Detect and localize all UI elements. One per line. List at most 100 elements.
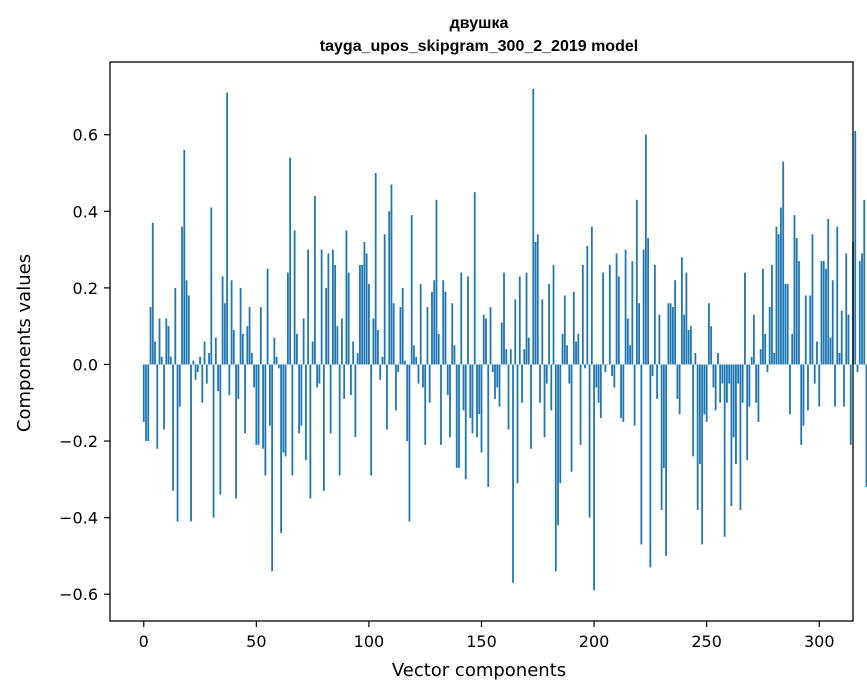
y-axis: −0.6 −0.4 −0.2 0.0 0.2 0.4 0.6 bbox=[59, 126, 110, 604]
bar-181 bbox=[550, 364, 553, 411]
bar-194 bbox=[579, 364, 582, 445]
bar-232 bbox=[665, 364, 668, 556]
bar-67 bbox=[293, 230, 296, 365]
bar-34 bbox=[219, 364, 222, 495]
x-axis: 0 50 100 150 200 250 300 bbox=[139, 621, 835, 651]
bar-77 bbox=[316, 364, 319, 388]
bar-231 bbox=[662, 364, 665, 468]
bar-109 bbox=[388, 211, 391, 365]
bar-280 bbox=[773, 352, 776, 365]
bar-110 bbox=[390, 184, 393, 365]
chart-title: двушка bbox=[450, 15, 509, 32]
bar-118 bbox=[408, 364, 411, 522]
bar-204 bbox=[602, 272, 604, 365]
bar-265 bbox=[739, 364, 742, 510]
bar-70 bbox=[300, 364, 303, 426]
bar-281 bbox=[775, 226, 778, 365]
bar-284 bbox=[782, 161, 785, 365]
bar-300 bbox=[818, 364, 821, 407]
bar-152 bbox=[485, 318, 487, 365]
bar-117 bbox=[406, 364, 409, 442]
bar-130 bbox=[435, 199, 438, 365]
bar-73 bbox=[307, 249, 310, 365]
bar-207 bbox=[608, 264, 611, 365]
bar-225 bbox=[649, 364, 652, 568]
bar-190 bbox=[570, 364, 573, 472]
bar-223 bbox=[644, 134, 647, 365]
bar-133 bbox=[442, 280, 445, 365]
bar-43 bbox=[239, 287, 242, 365]
bar-224 bbox=[647, 238, 650, 365]
bar-241 bbox=[685, 272, 688, 365]
bar-26 bbox=[201, 364, 204, 403]
plot-frame bbox=[109, 61, 854, 622]
bar-91 bbox=[347, 272, 350, 365]
bar-254 bbox=[714, 364, 717, 411]
bar-297 bbox=[811, 234, 814, 365]
bar-213 bbox=[622, 364, 625, 422]
bar-179 bbox=[545, 364, 548, 384]
bar-155 bbox=[491, 364, 494, 373]
bar-138 bbox=[453, 345, 456, 365]
bar-239 bbox=[680, 257, 683, 365]
bar-271 bbox=[753, 314, 755, 365]
bar-80 bbox=[322, 364, 325, 491]
y-tick-label: −0.6 bbox=[59, 585, 98, 604]
bar-266 bbox=[741, 364, 744, 403]
bar-249 bbox=[703, 364, 706, 415]
bar-192 bbox=[575, 341, 577, 365]
bar-20 bbox=[187, 295, 190, 365]
bar-209 bbox=[613, 364, 616, 388]
bar-53 bbox=[262, 364, 264, 449]
y-tick-label: −0.2 bbox=[59, 432, 98, 451]
bar-69 bbox=[298, 364, 301, 434]
bar-310 bbox=[840, 310, 843, 365]
bar-139 bbox=[455, 364, 458, 468]
bar-107 bbox=[383, 234, 386, 365]
bar-86 bbox=[336, 326, 339, 365]
bar-13 bbox=[172, 364, 174, 491]
bar-84 bbox=[332, 249, 334, 365]
bar-51 bbox=[257, 364, 260, 445]
bar-229 bbox=[658, 314, 661, 365]
bar-262 bbox=[732, 364, 735, 438]
bar-222 bbox=[642, 249, 645, 365]
bar-211 bbox=[617, 276, 620, 365]
bar-173 bbox=[532, 88, 535, 365]
bar-293 bbox=[802, 364, 805, 426]
bar-311 bbox=[843, 364, 845, 407]
bar-72 bbox=[304, 364, 307, 461]
bar-221 bbox=[640, 364, 643, 545]
bar-217 bbox=[631, 261, 634, 365]
bar-31 bbox=[212, 364, 215, 518]
bar-235 bbox=[671, 307, 674, 365]
bar-35 bbox=[221, 276, 224, 365]
bar-260 bbox=[728, 364, 731, 384]
bar-168 bbox=[521, 364, 523, 403]
bar-247 bbox=[699, 364, 701, 465]
bar-212 bbox=[620, 364, 622, 419]
x-tick-label: 250 bbox=[691, 632, 722, 651]
bar-157 bbox=[496, 364, 499, 388]
bar-134 bbox=[444, 291, 447, 365]
bar-137 bbox=[451, 303, 454, 365]
bar-148 bbox=[476, 364, 478, 438]
bar-183 bbox=[554, 364, 557, 572]
bar-208 bbox=[611, 364, 613, 376]
bar-316 bbox=[854, 130, 857, 365]
bar-255 bbox=[717, 352, 719, 365]
bar-23 bbox=[194, 364, 197, 380]
x-axis-label: Vector components bbox=[392, 660, 566, 681]
bar-7 bbox=[158, 318, 161, 365]
bar-82 bbox=[327, 253, 330, 365]
bar-166 bbox=[516, 364, 519, 484]
bar-40 bbox=[232, 330, 235, 365]
bars-group bbox=[142, 88, 867, 591]
bar-314 bbox=[849, 364, 852, 445]
bar-248 bbox=[701, 364, 704, 545]
bar-64 bbox=[286, 272, 289, 365]
bar-124 bbox=[422, 364, 424, 388]
bar-0 bbox=[142, 364, 145, 422]
bar-279 bbox=[771, 264, 773, 365]
bar-126 bbox=[426, 307, 429, 365]
